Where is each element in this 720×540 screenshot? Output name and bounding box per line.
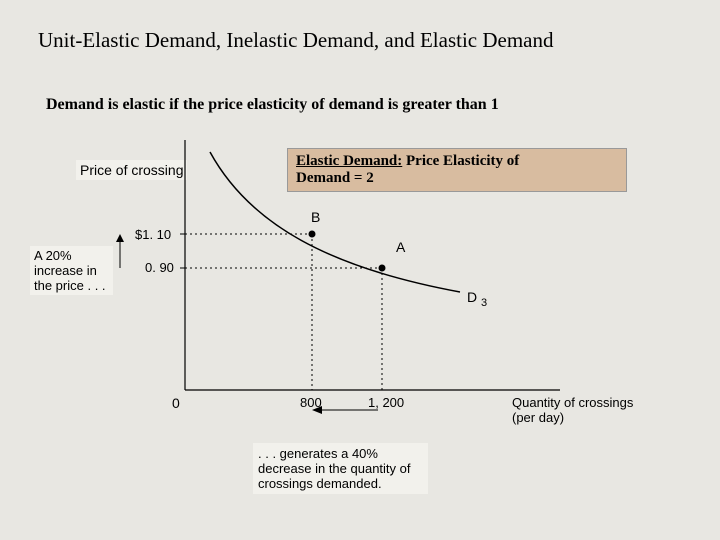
point-a-dot: [379, 265, 386, 272]
point-b-dot: [309, 231, 316, 238]
subtitle: Demand is elastic if the price elasticit…: [46, 96, 499, 114]
qty-arrow-head: [312, 406, 322, 414]
subtitle-post: if the price elasticity of demand is gre…: [165, 96, 499, 113]
price-arrow-head: [116, 234, 124, 242]
annotation-quantity-decrease: . . . generates a 40% decrease in the qu…: [253, 443, 428, 494]
subtitle-pre: Demand is: [46, 96, 122, 113]
page-title: Unit-Elastic Demand, Inelastic Demand, a…: [38, 28, 554, 53]
subtitle-bold: elastic: [122, 96, 165, 113]
demand-chart: [100, 140, 620, 440]
demand-curve: [210, 152, 460, 292]
